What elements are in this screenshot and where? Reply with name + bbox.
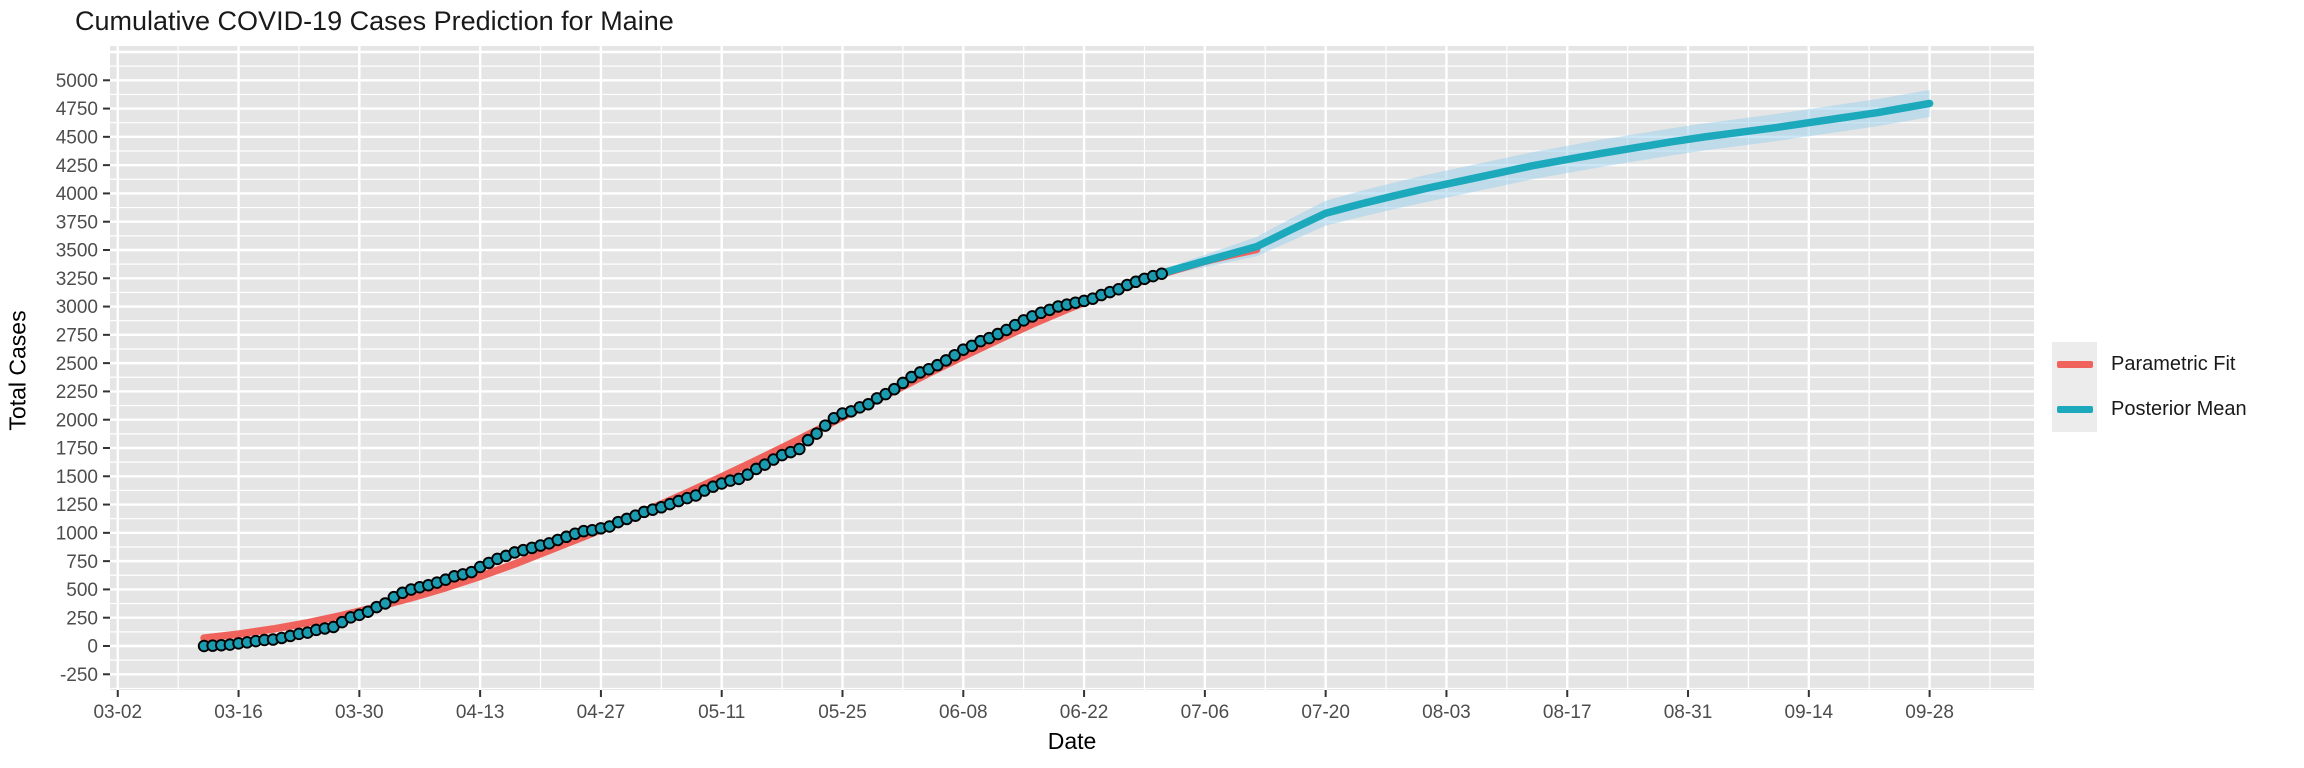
y-axis-title: Total Cases	[4, 310, 31, 431]
x-tick-label: 07-06	[1181, 702, 1230, 723]
y-tick-label: 2250	[56, 382, 98, 403]
observed-point	[741, 468, 754, 481]
x-tick-label: 09-28	[1905, 702, 1954, 723]
y-tick-label: 750	[66, 552, 98, 573]
x-axis-title: Date	[1047, 728, 1097, 754]
y-tick-label: 4250	[56, 156, 98, 177]
parametric-fit-line-swatch	[2056, 361, 2093, 368]
y-tick-label: 1000	[56, 523, 98, 544]
y-tick-label: 3500	[56, 241, 98, 262]
y-tick-label: 500	[66, 580, 98, 601]
y-tick-label: 3750	[56, 212, 98, 233]
observed-point	[378, 597, 392, 610]
x-tick-label: 03-16	[214, 702, 263, 723]
y-tick-label: 2500	[56, 354, 98, 375]
y-tick-label: 4000	[56, 184, 98, 205]
legend-key-box	[2052, 342, 2097, 387]
y-tick-label: 3250	[56, 269, 98, 290]
y-tick-label: 0	[87, 637, 98, 658]
chart-title: Cumulative COVID-19 Cases Prediction for…	[75, 6, 674, 36]
observed-point	[818, 419, 832, 432]
posterior-mean-line-swatch	[2056, 406, 2093, 413]
x-tick-label: 04-13	[456, 702, 505, 723]
legend-label-posterior-mean: Posterior Mean	[2111, 398, 2247, 420]
y-tick-label: -250	[60, 665, 98, 686]
y-tick-label: 1250	[56, 495, 98, 516]
x-tick-label: 03-30	[335, 702, 384, 723]
observed-point	[888, 382, 901, 396]
x-tick-label: 09-14	[1785, 702, 1834, 723]
legend: Parametric Fit Posterior Mean	[2052, 342, 2247, 432]
y-tick-label: 4750	[56, 99, 98, 120]
y-tick-label: 2750	[56, 325, 98, 346]
observed-point	[1155, 267, 1168, 281]
legend-label-parametric-fit: Parametric Fit	[2111, 353, 2236, 375]
y-tick-label: 3000	[56, 297, 98, 318]
posterior-mean-line	[1132, 99, 1934, 284]
observed-point	[862, 397, 875, 411]
y-tick-label: 2000	[56, 410, 98, 431]
y-tick-label: 1500	[56, 467, 98, 488]
observed-point	[896, 376, 910, 390]
observed-point	[810, 427, 823, 440]
x-tick-label: 05-11	[698, 702, 745, 723]
legend-item-posterior-mean: Posterior Mean	[2052, 387, 2247, 432]
x-tick-label: 06-08	[939, 702, 988, 723]
observed-point	[801, 433, 815, 447]
x-tick-label: 07-20	[1301, 702, 1350, 723]
legend-key-box	[2052, 387, 2097, 432]
y-tick-label: 4500	[56, 128, 98, 149]
y-tick-label: 250	[66, 608, 98, 629]
observed-point	[948, 348, 961, 362]
y-tick-label: 5000	[56, 71, 98, 92]
x-tick-label: 06-22	[1060, 702, 1109, 723]
observed-point	[793, 442, 806, 456]
x-tick-label: 04-27	[577, 702, 626, 723]
x-tick-label: 08-03	[1422, 702, 1471, 723]
x-tick-label: 08-31	[1664, 702, 1713, 723]
x-tick-label: 05-25	[818, 702, 867, 723]
x-tick-label: 03-02	[93, 702, 142, 723]
credible-interval-ribbon	[1135, 89, 1930, 282]
legend-item-parametric-fit: Parametric Fit	[2052, 342, 2247, 387]
y-tick-label: 1750	[56, 439, 98, 460]
x-tick-label: 08-17	[1543, 702, 1592, 723]
